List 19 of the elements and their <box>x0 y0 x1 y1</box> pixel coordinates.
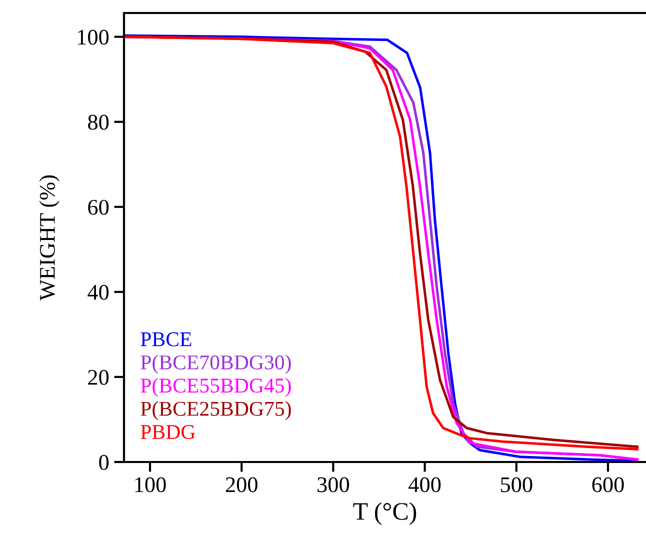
x-tick-label: 600 <box>592 477 624 492</box>
text: P(BCE55BDG45) <box>140 378 291 397</box>
y-tick-label: 80 <box>88 114 109 130</box>
x-axis-title: T (°C) <box>353 502 416 525</box>
y-tick-label: 60 <box>88 200 109 215</box>
x-tick-label: 200 <box>226 477 258 492</box>
x-tick-label: 300 <box>318 477 350 492</box>
y-tick-label: 20 <box>88 370 109 385</box>
y-tick-label: 100 <box>78 30 109 45</box>
text: P(BCE25BDG75) <box>140 401 291 420</box>
x-tick-label: 500 <box>501 477 532 492</box>
x-tick-label: 400 <box>408 477 441 492</box>
y-tick-label: 40 <box>88 284 109 300</box>
y-axis-title: WEIGHT (%) <box>39 175 60 301</box>
text: P(BCE70BDG30) <box>140 354 291 374</box>
y-tick-label: 0 <box>99 454 109 470</box>
x-tick-label: 100 <box>135 477 166 492</box>
text: PBCE <box>140 332 192 346</box>
text: PBDG <box>140 425 196 440</box>
